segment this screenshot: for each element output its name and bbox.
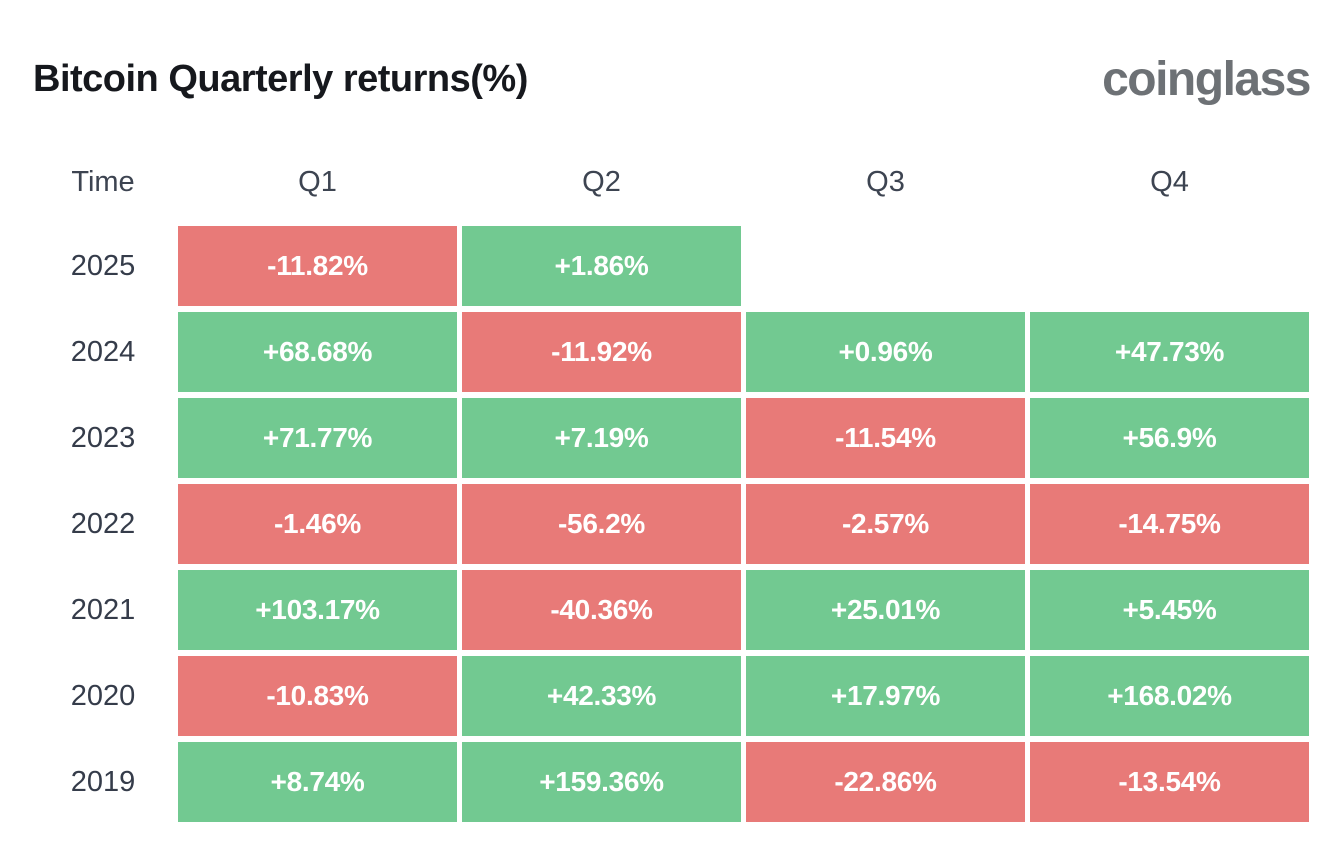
column-header-q3: Q3: [866, 165, 905, 198]
return-cell-2020-q4: +168.02%: [1030, 656, 1309, 736]
return-cell-2022-q1: -1.46%: [178, 484, 457, 564]
return-cell-2024-q4: +47.73%: [1030, 312, 1309, 392]
return-cell-2019-q1: +8.74%: [178, 742, 457, 822]
return-cell-2023-q2: +7.19%: [462, 398, 741, 478]
return-cell-2024-q3: +0.96%: [746, 312, 1025, 392]
empty-cell-2025-q3: [746, 226, 1025, 306]
year-label-2022: 2022: [70, 507, 136, 540]
column-header-time: Time: [71, 165, 135, 198]
return-cell-2019-q2: +159.36%: [462, 742, 741, 822]
return-cell-2019-q4: -13.54%: [1030, 742, 1309, 822]
column-header-row: Time Q1 Q2 Q3 Q4: [33, 154, 1340, 210]
page-title: Bitcoin Quarterly returns(%): [33, 58, 528, 101]
return-cell-2019-q3: -22.86%: [746, 742, 1025, 822]
return-cell-2023-q1: +71.77%: [178, 398, 457, 478]
return-cell-2022-q3: -2.57%: [746, 484, 1025, 564]
return-cell-2021-q4: +5.45%: [1030, 570, 1309, 650]
empty-cell-2025-q4: [1030, 226, 1309, 306]
column-header-q2: Q2: [582, 165, 621, 198]
return-cell-2024-q1: +68.68%: [178, 312, 457, 392]
header-bar: Bitcoin Quarterly returns(%) coinglass: [0, 0, 1340, 104]
return-cell-2020-q1: -10.83%: [178, 656, 457, 736]
return-cell-2020-q2: +42.33%: [462, 656, 741, 736]
return-cell-2023-q4: +56.9%: [1030, 398, 1309, 478]
return-cell-2021-q1: +103.17%: [178, 570, 457, 650]
return-cell-2025-q1: -11.82%: [178, 226, 457, 306]
return-cell-2021-q3: +25.01%: [746, 570, 1025, 650]
year-label-2019: 2019: [70, 765, 136, 798]
return-cell-2022-q4: -14.75%: [1030, 484, 1309, 564]
year-label-2021: 2021: [70, 593, 136, 626]
returns-grid: 2025 -11.82% +1.86% 2024 +68.68% -11.92% +0.96…: [33, 226, 1340, 822]
return-cell-2020-q3: +17.97%: [746, 656, 1025, 736]
year-label-2020: 2020: [70, 679, 136, 712]
column-header-q1: Q1: [298, 165, 337, 198]
year-label-2024: 2024: [70, 335, 136, 368]
year-label-2025: 2025: [70, 249, 136, 282]
return-cell-2022-q2: -56.2%: [462, 484, 741, 564]
return-cell-2025-q2: +1.86%: [462, 226, 741, 306]
year-label-2023: 2023: [70, 421, 136, 454]
column-header-q4: Q4: [1150, 165, 1189, 198]
return-cell-2023-q3: -11.54%: [746, 398, 1025, 478]
coinglass-logo[interactable]: coinglass: [1102, 53, 1311, 106]
return-cell-2024-q2: -11.92%: [462, 312, 741, 392]
return-cell-2021-q2: -40.36%: [462, 570, 741, 650]
